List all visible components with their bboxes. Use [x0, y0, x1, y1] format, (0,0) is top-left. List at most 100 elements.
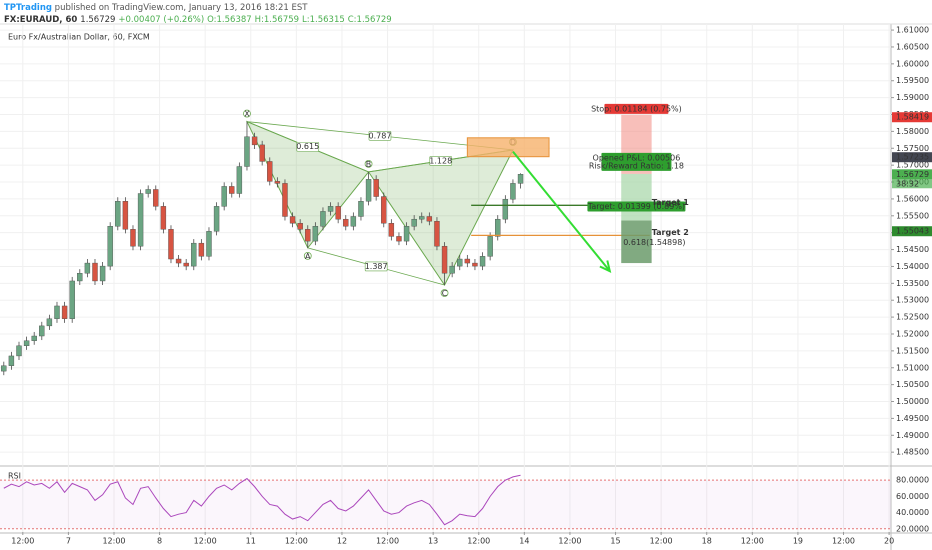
candle-body [282, 183, 288, 217]
open: O:1.56387 [207, 15, 252, 25]
candle-body [517, 174, 524, 184]
price-tag [892, 152, 932, 163]
candle-body [358, 201, 364, 217]
candle-body [130, 229, 136, 247]
target-label-box [587, 201, 686, 212]
y-tick-label: 1.52500 [896, 313, 929, 322]
pattern-point [440, 289, 449, 297]
y-tick-label: 1.50500 [896, 380, 929, 389]
x-tick-label: 7 [66, 537, 71, 546]
candle-body [411, 218, 417, 227]
candle-body [312, 226, 319, 242]
y-tick-label: 1.53500 [896, 279, 929, 288]
candle-body [31, 335, 37, 341]
y-tick-label: 1.59000 [896, 93, 929, 102]
candle-body [305, 229, 311, 242]
pattern-point-label: X [244, 110, 250, 119]
candle-body [77, 273, 83, 282]
filled-zone [621, 220, 652, 264]
pnl-label: Opened P&L: 0.00506 [593, 153, 681, 162]
y-tick-label: 1.53000 [896, 296, 929, 305]
ratio-label: 1.387 [365, 262, 388, 271]
candle-body [198, 242, 205, 257]
y-tick-label: 1.57500 [896, 144, 929, 153]
candle-body [396, 236, 402, 242]
price-tag [892, 169, 932, 180]
pattern-point [364, 160, 373, 168]
y-tick-label: 1.56000 [896, 194, 929, 203]
candle-body [244, 136, 250, 167]
ratio-box [368, 130, 392, 141]
candle-body [8, 355, 15, 366]
rsi-tick-label: 60.0000 [896, 492, 929, 501]
candle-body [1, 365, 7, 372]
candle-body [54, 305, 60, 319]
candle-body [92, 262, 98, 282]
author: TPTrading [4, 3, 52, 13]
y-tick-label: 1.50000 [896, 397, 929, 406]
x-tick-label: 12:00 [650, 537, 673, 546]
candle-body [495, 218, 501, 237]
candle-body [221, 186, 227, 207]
y-tick-label: 1.51500 [896, 346, 929, 355]
symbol: FX:EURAUD, 60 [4, 15, 77, 25]
low: L:1.56315 [302, 15, 345, 25]
candle-body [388, 223, 395, 237]
candle-body [373, 179, 379, 197]
prz-zone [466, 137, 550, 158]
price-tag [892, 112, 932, 123]
candle-body [403, 226, 410, 242]
x-tick-label: 20 [884, 537, 894, 546]
candle-body [46, 318, 53, 327]
countdown-box [892, 179, 932, 189]
candle-body [183, 262, 189, 267]
candle-body [350, 216, 357, 227]
candle-body [289, 216, 296, 224]
pattern-point-label: A [305, 252, 311, 261]
candle-body [381, 196, 387, 224]
price-tag-label: 1.55043 [896, 227, 929, 236]
header-line: TPTrading published on TradingView.com, … [4, 3, 308, 13]
y-tick-label: 1.61000 [896, 26, 929, 35]
candle-body [229, 186, 235, 194]
candle-body [441, 245, 448, 274]
x-tick-label: 12:00 [194, 537, 217, 546]
candle-body [168, 229, 174, 260]
ratio-label: 0.787 [369, 131, 392, 140]
y-tick-label: 1.55500 [896, 211, 929, 220]
price-tag-label: 1.56729 [896, 170, 929, 179]
x-tick-label: 12 [337, 537, 347, 546]
ratio-label: 0.615 [296, 142, 319, 151]
y-tick-label: 1.60500 [896, 42, 929, 51]
stop-label-box [604, 103, 669, 114]
candle-body [502, 199, 509, 220]
candle-body [137, 193, 144, 247]
candle-body [236, 166, 243, 194]
y-tick-label: 1.54500 [896, 245, 929, 254]
candle-body [457, 258, 463, 267]
candle-body [145, 189, 151, 194]
stop-label: Stop: 0.01184 (0.75%) [591, 104, 682, 113]
x-tick-label: 12:00 [102, 537, 125, 546]
rr-label: Risk/Reward Ratio: 1.18 [589, 161, 684, 170]
y-tick-label: 1.60000 [896, 59, 929, 68]
ratio-box [296, 141, 320, 152]
y-tick-label: 1.59500 [896, 76, 929, 85]
rsi-line [3, 474, 521, 526]
pattern-point-label: B [366, 160, 372, 169]
target-name: Target 1 [652, 198, 690, 207]
candle-body [115, 201, 121, 227]
x-tick-label: 12:00 [376, 537, 399, 546]
candle-body [259, 144, 265, 162]
price-tag [892, 226, 932, 237]
ratio-box [429, 156, 453, 166]
candle-body [320, 211, 326, 227]
candle-body [16, 345, 22, 357]
candle-body [335, 206, 341, 220]
candle-body [365, 179, 372, 202]
last: 1.56729 [80, 15, 115, 25]
y-tick-label: 1.52000 [896, 329, 929, 338]
chart-title: Euro Fx/Australian Dollar, 60, FXCM [8, 33, 150, 42]
quote-line: FX:EURAUD, 60 1.56729 +0.00407 (+0.26%) … [4, 15, 392, 25]
